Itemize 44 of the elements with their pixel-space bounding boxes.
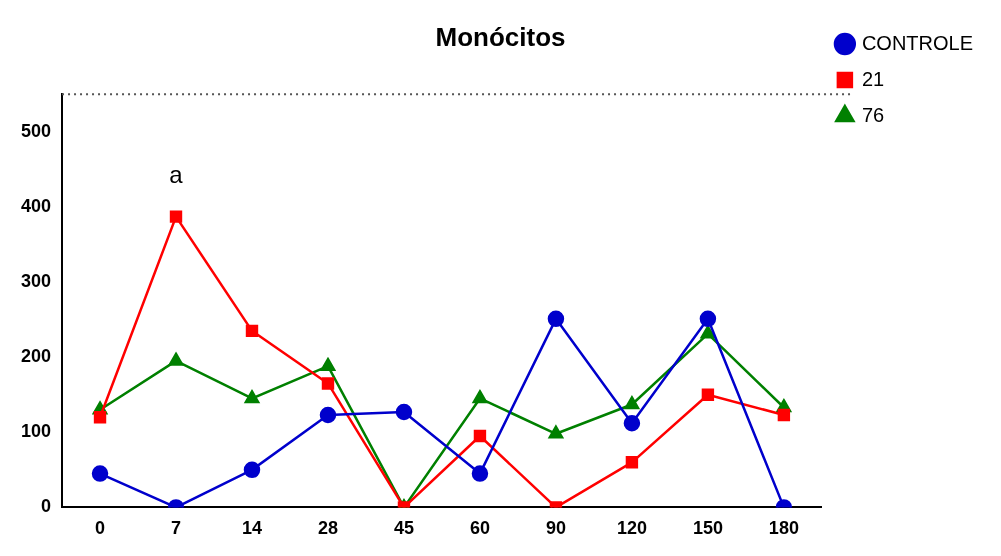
chart-title: Monócitos (435, 21, 566, 52)
y-tick-label: 0 (41, 496, 52, 517)
legend-label: 21 (861, 67, 885, 90)
point (699, 310, 717, 328)
point (472, 390, 488, 404)
x-tick-label: 45 (393, 518, 414, 539)
point (244, 390, 260, 404)
point (548, 425, 564, 439)
point (168, 352, 184, 366)
point (91, 465, 109, 482)
legend-label: 76 (861, 103, 885, 126)
x-tick-label: 7 (171, 518, 182, 539)
x-tick-label: 0 (95, 518, 106, 539)
point (777, 408, 791, 422)
point (319, 406, 337, 424)
y-tick-label: 100 (20, 421, 52, 442)
point (624, 396, 640, 410)
x-tick-label: 60 (469, 518, 490, 539)
point (701, 388, 715, 401)
x-tick-label: 120 (616, 518, 647, 539)
x-tick-label: 150 (692, 518, 723, 539)
y-tick-label: 200 (20, 346, 52, 367)
point (169, 210, 183, 223)
y-tick-label: 400 (20, 195, 52, 216)
point (473, 429, 487, 443)
annotation: a (169, 161, 184, 189)
x-tick-label: 180 (768, 518, 799, 539)
point (320, 357, 336, 371)
point (625, 456, 639, 469)
point (395, 403, 413, 421)
point (471, 465, 489, 482)
y-tick-label: 500 (20, 120, 52, 141)
point (623, 415, 641, 432)
x-tick-label: 14 (241, 518, 263, 539)
point (93, 411, 107, 424)
point (321, 377, 335, 390)
x-tick-label: 28 (317, 518, 338, 539)
point (700, 325, 716, 339)
x-tick-label: 90 (545, 518, 566, 539)
y-tick-label: 300 (20, 270, 52, 291)
point (245, 324, 259, 338)
point (243, 461, 261, 479)
point (547, 310, 565, 328)
legend-label: CONTROLE (861, 31, 973, 54)
